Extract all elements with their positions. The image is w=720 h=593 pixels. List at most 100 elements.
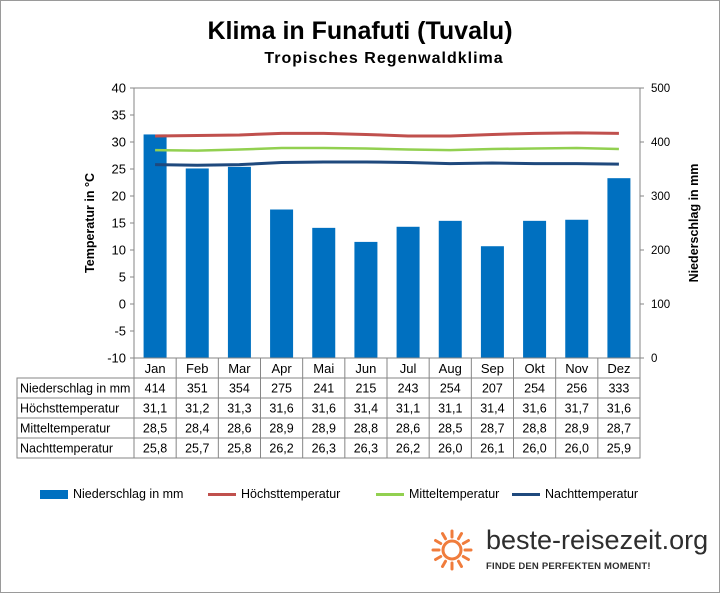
table-cell: 25,9	[607, 442, 631, 456]
chart-legend: Niederschlag in mm Höchsttemperatur Mittel…	[40, 487, 700, 507]
left-tick-label: 20	[112, 189, 126, 204]
legend-label: Höchsttemperatur	[241, 487, 341, 501]
table-cell: 28,5	[143, 422, 167, 436]
table-row-header: Nachttemperatur	[20, 442, 113, 456]
brand-logo[interactable]: beste-reisezeit.org FINDE DEN PERFEKTEN …	[428, 525, 718, 591]
table-cell: 28,5	[438, 422, 462, 436]
right-tick-label: 0	[651, 353, 657, 365]
right-tick-label: 200	[651, 245, 670, 257]
table-cell: 254	[440, 382, 461, 396]
chart-title: Klima in Funafuti (Tuvalu)	[207, 17, 513, 45]
table-cell: 31,6	[312, 402, 336, 416]
left-tick-label: 0	[119, 297, 126, 312]
table-cell: 31,7	[565, 402, 589, 416]
left-tick-label: 30	[112, 135, 126, 150]
right-tick-label: 100	[651, 299, 670, 311]
table-cell: 31,1	[143, 402, 167, 416]
category-label-Apr: Apr	[271, 361, 292, 376]
category-label-Jan: Jan	[145, 361, 166, 376]
legend-item: Niederschlag in mm	[40, 487, 183, 501]
category-label-Dez: Dez	[607, 361, 630, 376]
table-cell: 28,6	[227, 422, 251, 436]
table-cell: 333	[608, 382, 629, 396]
table-cell: 275	[271, 382, 292, 396]
legend-swatch-bar	[40, 490, 68, 500]
table-cell: 25,8	[227, 442, 251, 456]
bar-niederschlag-Jul	[396, 226, 420, 358]
line-mitteltemperatur	[155, 146, 619, 152]
table-cell: 26,0	[522, 442, 546, 456]
y-axis-right-title: Niederschlag in mm	[687, 164, 701, 283]
right-tick-label: 300	[651, 191, 670, 203]
category-label-Jul: Jul	[400, 361, 417, 376]
table-cell: 28,8	[522, 422, 546, 436]
table-cell: 256	[566, 382, 587, 396]
legend-item: Mitteltemperatur	[376, 487, 499, 501]
table-cell: 215	[355, 382, 376, 396]
logo-tagline: FINDE DEN PERFEKTEN MOMENT!	[486, 561, 651, 572]
line-nachttemperatur	[155, 160, 619, 167]
plot-area	[133, 87, 641, 359]
bar-niederschlag-Nov	[565, 219, 589, 358]
table-cell: 354	[229, 382, 250, 396]
table-cell: 28,7	[607, 422, 631, 436]
category-label-Sep: Sep	[481, 361, 504, 376]
legend-swatch-line	[376, 493, 404, 497]
category-label-Mar: Mar	[228, 361, 251, 376]
table-cell: 31,3	[227, 402, 251, 416]
legend-item: Nachttemperatur	[512, 487, 638, 501]
table-cell: 254	[524, 382, 545, 396]
table-cell: 28,4	[185, 422, 209, 436]
table-cell: 26,0	[438, 442, 462, 456]
left-tick-label: 35	[112, 108, 126, 123]
table-cell: 26,0	[565, 442, 589, 456]
bar-niederschlag-Apr	[270, 209, 294, 358]
line-hoechsttemperatur	[155, 131, 619, 138]
table-cell: 26,1	[480, 442, 504, 456]
table-cell: 31,1	[438, 402, 462, 416]
table-cell: 25,8	[143, 442, 167, 456]
category-label-Aug: Aug	[439, 361, 462, 376]
category-label-Mai: Mai	[313, 361, 334, 376]
left-tick-label: 25	[112, 162, 126, 177]
table-cell: 241	[313, 382, 334, 396]
category-label-Feb: Feb	[186, 361, 208, 376]
logo-text: beste-reisezeit.org	[486, 525, 709, 555]
bar-niederschlag-Sep	[480, 246, 504, 358]
table-cell: 26,2	[396, 442, 420, 456]
table-cell: 31,6	[607, 402, 631, 416]
legend-label: Mitteltemperatur	[409, 487, 500, 501]
table-cell: 28,7	[480, 422, 504, 436]
table-cell: 28,6	[396, 422, 420, 436]
chart-subtitle: Tropisches Regenwaldklima	[264, 50, 504, 67]
table-cell: 31,6	[269, 402, 293, 416]
legend-item: Höchsttemperatur	[208, 487, 340, 501]
bar-niederschlag-Jun	[354, 241, 378, 358]
sun-icon	[431, 529, 473, 571]
left-tick-label: 5	[119, 270, 126, 285]
bar-niederschlag-Mar	[227, 166, 251, 358]
table-row-header: Höchsttemperatur	[20, 402, 119, 416]
right-tick-label: 500	[651, 83, 670, 95]
left-tick-label: 10	[112, 243, 126, 258]
table-cell: 28,9	[565, 422, 589, 436]
table-cell: 351	[187, 382, 208, 396]
bar-niederschlag-Feb	[185, 168, 209, 358]
table-row-header: Mitteltemperatur	[20, 422, 110, 436]
left-tick-label: -10	[107, 351, 126, 366]
legend-swatch-line	[208, 493, 236, 497]
category-label-Nov: Nov	[565, 361, 589, 376]
climate-chart: -10-505101520253035400100200300400500Tem…	[16, 81, 701, 459]
legend-label: Niederschlag in mm	[73, 487, 184, 501]
right-tick-label: 400	[651, 137, 670, 149]
table-cell: 414	[145, 382, 166, 396]
left-tick-label: -5	[114, 324, 126, 339]
table-cell: 31,1	[396, 402, 420, 416]
table-cell: 26,3	[354, 442, 378, 456]
bar-niederschlag-Okt	[523, 220, 547, 358]
table-cell: 26,3	[312, 442, 336, 456]
category-label-Okt: Okt	[524, 361, 545, 376]
table-cell: 31,4	[480, 402, 504, 416]
legend-swatch-line	[512, 493, 540, 497]
bar-niederschlag-Mai	[312, 227, 336, 358]
